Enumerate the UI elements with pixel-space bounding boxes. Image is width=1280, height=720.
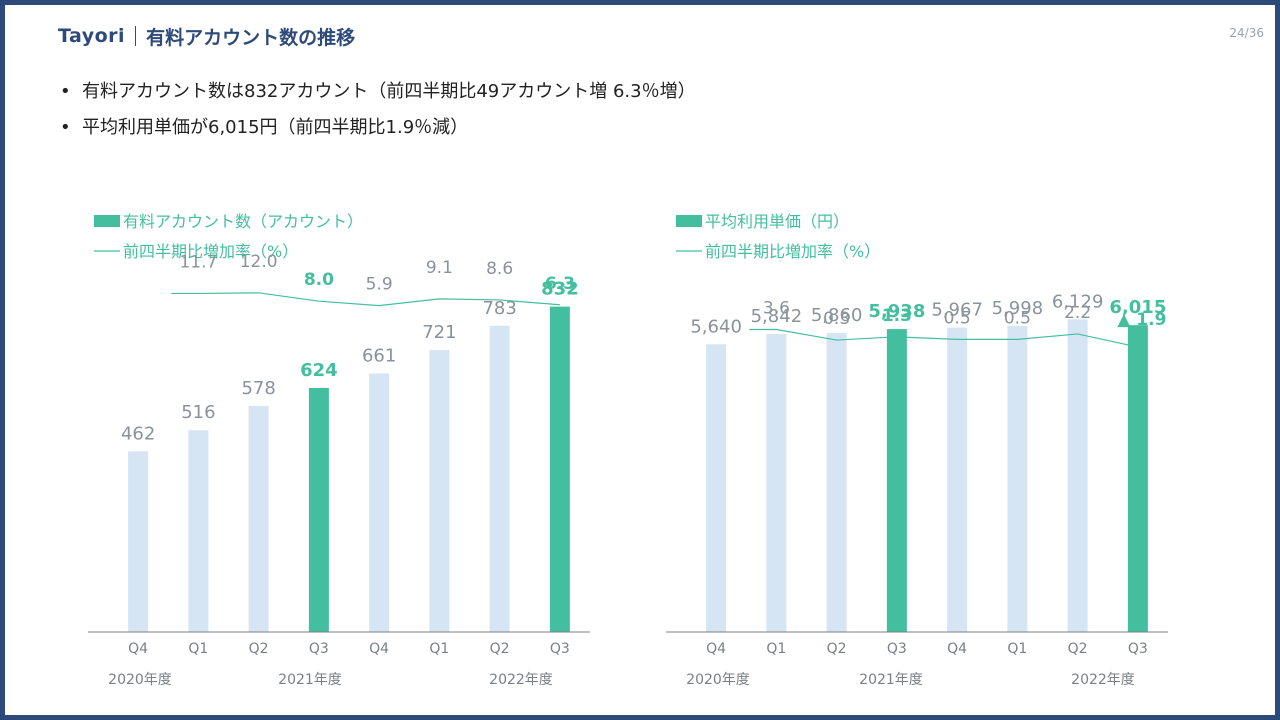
x-tick-label: Q3 — [887, 641, 907, 657]
bar — [308, 387, 329, 632]
growth-rate-label: 3.6 — [763, 298, 790, 318]
bar-value-label: 6,129 — [1052, 291, 1104, 312]
bar — [1067, 319, 1088, 632]
x-tick-label: Q2 — [249, 641, 269, 657]
bullet-dot: • — [60, 81, 71, 102]
x-tick-label: Q4 — [947, 641, 967, 657]
growth-rate-line — [171, 292, 560, 307]
x-tick-label: Q1 — [429, 641, 449, 657]
bar-value-label: 5,860 — [811, 305, 863, 326]
x-tick-label: Q4 — [128, 641, 148, 657]
growth-rate-label: 6.3 — [545, 274, 575, 294]
legend-bar-swatch — [676, 215, 702, 227]
growth-rate-label: 1.3 — [882, 306, 912, 326]
bar-value-label: 624 — [300, 360, 338, 381]
bar — [248, 405, 269, 632]
fiscal-year-label: 2020年度 — [686, 672, 750, 688]
growth-rate-label: 2.2 — [1064, 303, 1091, 323]
bar-value-label: 832 — [541, 279, 579, 300]
header-divider — [135, 26, 137, 46]
bar — [1127, 325, 1148, 632]
fiscal-year-label: 2020年度 — [108, 672, 172, 688]
bullet-list: • 有料アカウント数は832アカウント（前四半期比49アカウント増 6.3％増）… — [60, 78, 696, 150]
fiscal-year-label: 2021年度 — [278, 672, 342, 688]
fiscal-year-label: 2021年度 — [859, 672, 923, 688]
bar-value-label: 516 — [181, 402, 215, 423]
bar — [489, 325, 510, 632]
bullet-dot: • — [60, 117, 71, 138]
slide-header: Tayori 有料アカウント数の推移 — [58, 22, 355, 50]
fiscal-year-label: 2022年度 — [489, 672, 553, 688]
fiscal-year-label: 2022年度 — [1071, 672, 1135, 688]
bar — [549, 306, 570, 632]
bar-value-label: 5,640 — [690, 316, 742, 337]
bar — [429, 350, 450, 632]
x-tick-label: Q2 — [827, 641, 847, 657]
x-tick-label: Q4 — [369, 641, 389, 657]
x-tick-label: Q1 — [188, 641, 208, 657]
bar — [766, 333, 787, 632]
x-tick-label: Q1 — [766, 641, 786, 657]
bar — [826, 333, 847, 632]
bar-value-label: 6,015 — [1109, 297, 1166, 318]
bar-value-label: 783 — [482, 298, 516, 319]
legend-bar-label: 有料アカウント数（アカウント） — [123, 212, 363, 231]
page-title: 有料アカウント数の推移 — [146, 26, 356, 49]
x-tick-label: Q1 — [1007, 641, 1027, 657]
x-tick-label: Q4 — [706, 641, 726, 657]
growth-rate-label: 11.7 — [179, 252, 217, 272]
growth-rate-label: ▲ 1.9 — [1117, 310, 1166, 330]
bar — [706, 344, 727, 632]
bar-value-label: 5,998 — [992, 298, 1044, 319]
growth-rate-label: 0.3 — [823, 309, 850, 329]
legend-line-label: 前四半期比増加率（%） — [705, 242, 880, 261]
bullet-text: 平均利用単価が6,015円（前四半期比1.9％減） — [82, 117, 469, 138]
legend-line-label: 前四半期比増加率（%） — [123, 242, 298, 261]
page-number: 24/36 — [1229, 26, 1264, 40]
growth-rate-label: 12.0 — [240, 252, 278, 272]
bullet-item: • 有料アカウント数は832アカウント（前四半期比49アカウント増 6.3％増） — [60, 78, 696, 114]
bar — [188, 430, 209, 632]
x-tick-label: Q3 — [1128, 641, 1148, 657]
x-tick-label: Q3 — [309, 641, 329, 657]
growth-rate-label: 5.9 — [366, 275, 393, 295]
growth-rate-label: 8.0 — [304, 270, 334, 290]
growth-rate-line — [749, 328, 1139, 348]
brand-name: Tayori — [58, 25, 126, 47]
bar — [369, 373, 390, 632]
bar-value-label: 721 — [422, 322, 456, 343]
legend-bar-swatch — [94, 215, 120, 227]
x-tick-label: Q3 — [550, 641, 570, 657]
growth-rate-label: 0.5 — [1004, 308, 1031, 328]
growth-rate-label: 0.5 — [944, 308, 971, 328]
x-tick-label: Q2 — [1068, 641, 1088, 657]
bar — [128, 451, 149, 632]
bar-value-label: 5,842 — [751, 306, 803, 327]
bar-value-label: 5,938 — [868, 301, 925, 322]
bullet-item: • 平均利用単価が6,015円（前四半期比1.9％減） — [60, 114, 696, 150]
bar — [886, 329, 907, 632]
bar-value-label: 661 — [362, 345, 396, 366]
x-tick-label: Q2 — [490, 641, 510, 657]
bar-value-label: 462 — [121, 423, 155, 444]
legend-bar-label: 平均利用単価（円） — [705, 212, 849, 231]
growth-rate-label: 9.1 — [426, 258, 453, 278]
bar-value-label: 5,967 — [931, 300, 983, 321]
bar — [1007, 326, 1028, 632]
bar-value-label: 578 — [241, 378, 275, 399]
bullet-text: 有料アカウント数は832アカウント（前四半期比49アカウント増 6.3％増） — [82, 81, 696, 102]
growth-rate-label: 8.6 — [486, 259, 513, 279]
bar — [947, 327, 968, 632]
